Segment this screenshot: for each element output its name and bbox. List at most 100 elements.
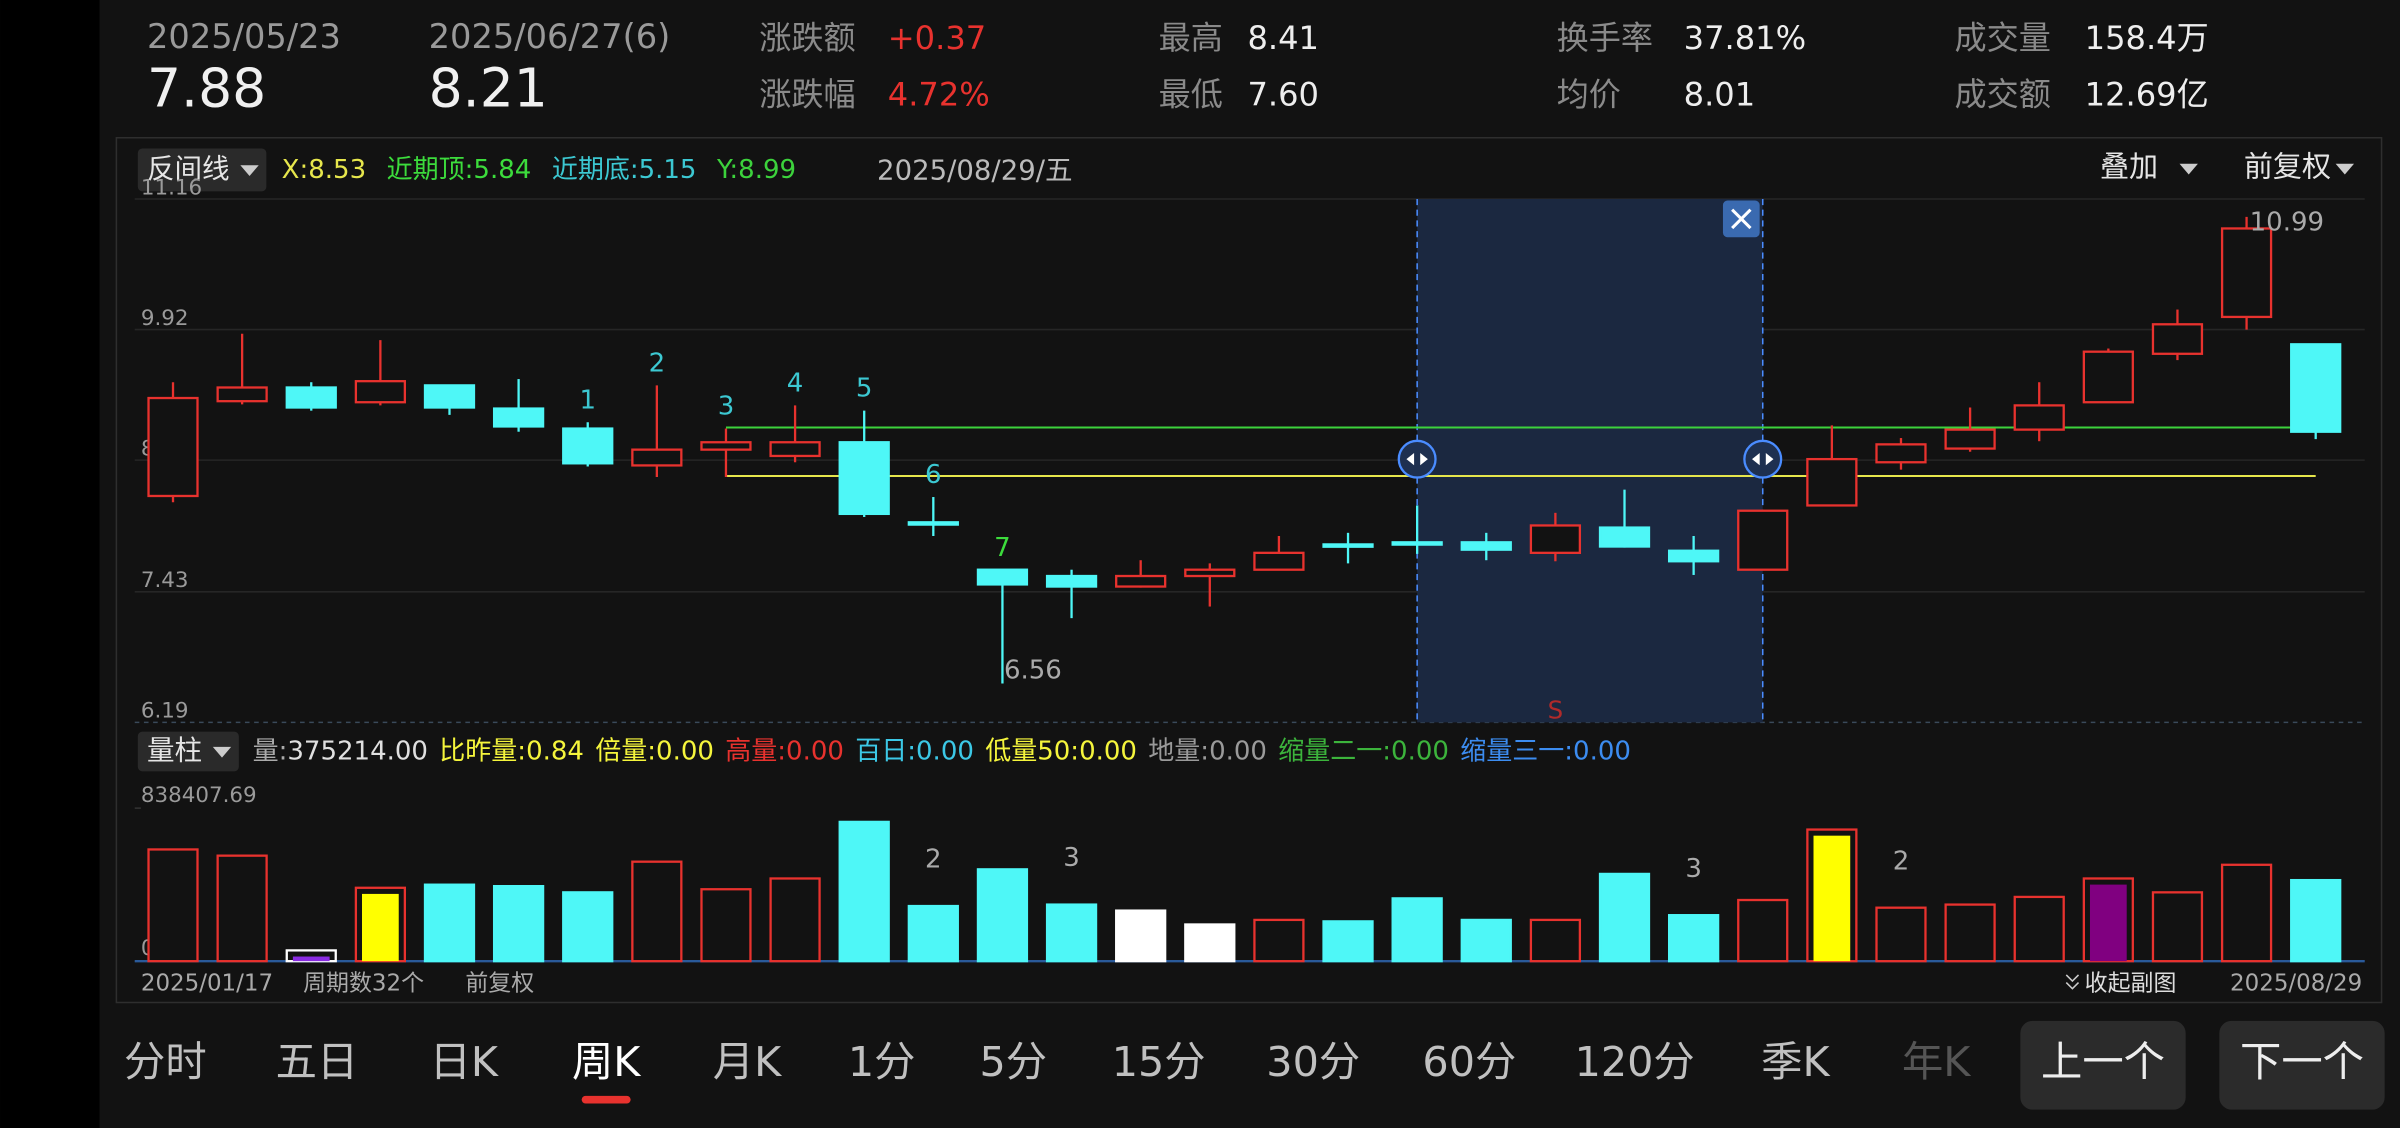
candle-body bbox=[700, 441, 752, 451]
volume-stat-label: 低量50: bbox=[985, 736, 1079, 766]
candle-body bbox=[1737, 509, 1789, 571]
volume-stat-label: 缩量二一: bbox=[1278, 736, 1391, 766]
recent-label: 近期底: bbox=[552, 154, 639, 184]
recent-value: 5.84 bbox=[473, 154, 531, 184]
volume-stat-value: 0.00 bbox=[916, 736, 974, 766]
footer-adjust: 前复权 bbox=[465, 971, 534, 997]
stat-value: 8.41 bbox=[1247, 19, 1319, 57]
close-icon[interactable] bbox=[1731, 208, 1752, 230]
period-tab[interactable]: 五日 bbox=[276, 1038, 359, 1086]
volume-bar bbox=[1391, 897, 1443, 963]
volume-bar-fill bbox=[1813, 835, 1851, 962]
selection-region[interactable] bbox=[1417, 198, 1763, 723]
dropdown-arrow[interactable] bbox=[212, 746, 232, 758]
footer-end: 2025/08/29 bbox=[2230, 971, 2362, 997]
nav-button[interactable]: 上一个 bbox=[2041, 1038, 2165, 1086]
period-tab[interactable]: 分时 bbox=[124, 1038, 207, 1086]
volume-values: 量:375214.00 比昨量:0.84 倍量:0.00 高量:0.00 百日:… bbox=[253, 736, 1631, 766]
stat-value: 4.72% bbox=[888, 75, 990, 113]
period-tab[interactable]: 15分 bbox=[1112, 1038, 1206, 1086]
spacer bbox=[544, 154, 552, 184]
candle-annotation: 6 bbox=[925, 460, 942, 490]
period-tab[interactable]: 月K bbox=[713, 1038, 782, 1086]
period-tab[interactable]: 30分 bbox=[1266, 1038, 1360, 1086]
y-tick-label: 6.19 bbox=[141, 699, 189, 724]
spacer bbox=[709, 154, 717, 184]
handle-arrows[interactable] bbox=[1406, 453, 1428, 466]
candle-annotation: 2 bbox=[649, 348, 666, 378]
volume-stat-value: 0.00 bbox=[1573, 736, 1631, 766]
collapse-button[interactable]: 收起副图 bbox=[2085, 971, 2177, 997]
selection-handle[interactable] bbox=[1397, 439, 1437, 479]
y-tick-label: 9.92 bbox=[141, 306, 189, 331]
selection-handle[interactable] bbox=[1743, 439, 1783, 479]
period-tab[interactable]: 季K bbox=[1761, 1038, 1830, 1086]
volume-tick-label: 838407.69 bbox=[141, 783, 257, 808]
candle-body bbox=[2290, 343, 2342, 433]
volume-bar bbox=[2290, 878, 2342, 963]
indicator-name: 反间线 bbox=[147, 153, 230, 185]
candle-body bbox=[1875, 443, 1927, 464]
collapse-icon[interactable] bbox=[2065, 974, 2080, 990]
period-tab[interactable]: 周K bbox=[572, 1038, 641, 1086]
volume-bar bbox=[2151, 891, 2204, 963]
period-tab[interactable]: 60分 bbox=[1422, 1038, 1516, 1086]
cursor-date: 2025/08/29/五 bbox=[877, 154, 1073, 186]
volume-stat-label: 高量: bbox=[725, 736, 786, 766]
spacer bbox=[587, 736, 595, 766]
candle-body bbox=[1529, 524, 1582, 554]
indicator-dropdown[interactable] bbox=[137, 148, 267, 192]
indicator-values: X:8.53 近期顶:5.84 近期底:5.15 Y:8.99 bbox=[282, 154, 796, 184]
nav-button-bg[interactable] bbox=[2219, 1020, 2385, 1110]
volume-stat-value: 0.00 bbox=[1391, 736, 1449, 766]
spacer bbox=[1452, 736, 1460, 766]
volume-bar bbox=[216, 854, 268, 963]
candle-body bbox=[216, 386, 268, 403]
recent-label: 近期顶: bbox=[387, 154, 474, 184]
volume-annotation: 2 bbox=[925, 845, 942, 875]
volume-bar bbox=[1322, 920, 1374, 963]
candle-body bbox=[1184, 568, 1236, 578]
stat-value: +0.37 bbox=[888, 19, 986, 57]
volume-stat-label: 地量: bbox=[1148, 736, 1209, 766]
footer-start: 2025/01/17 bbox=[141, 971, 273, 997]
candle-body bbox=[1391, 541, 1443, 546]
volume-bar bbox=[1737, 898, 1789, 963]
period-tab[interactable]: 1分 bbox=[848, 1038, 916, 1086]
adjust-button[interactable]: 前复权 bbox=[2244, 149, 2331, 183]
volume-dropdown[interactable] bbox=[137, 731, 239, 772]
period-tab[interactable]: 5分 bbox=[979, 1038, 1047, 1086]
period-tab[interactable]: 120分 bbox=[1575, 1038, 1695, 1086]
candle-body bbox=[631, 448, 683, 467]
candle-body bbox=[1806, 457, 1858, 507]
candle-body bbox=[285, 386, 337, 409]
overlay-arrow[interactable] bbox=[2179, 163, 2198, 175]
y-label: Y: bbox=[716, 154, 738, 184]
stat-value: 8.01 bbox=[1684, 75, 1756, 113]
volume-annotation: 2 bbox=[1893, 846, 1910, 876]
nav-button[interactable]: 下一个 bbox=[2240, 1038, 2364, 1086]
spacer bbox=[977, 736, 985, 766]
handle-arrows[interactable] bbox=[1752, 453, 1774, 466]
overlay-button[interactable]: 叠加 bbox=[2100, 149, 2158, 183]
candle-body bbox=[769, 441, 821, 458]
volume-stat-value: 375214.00 bbox=[287, 736, 428, 766]
nav-button-bg[interactable] bbox=[2020, 1020, 2186, 1110]
period-tab[interactable]: 日K bbox=[430, 1038, 499, 1086]
active-tab-indicator bbox=[581, 1095, 631, 1104]
candle-body bbox=[1460, 541, 1512, 551]
candle-body bbox=[2151, 323, 2204, 355]
volume-bar bbox=[907, 904, 959, 963]
adjust-arrow[interactable] bbox=[2335, 163, 2355, 175]
volume-bar bbox=[1529, 918, 1582, 963]
stat-value: 158.4万 bbox=[2085, 19, 2209, 57]
volume-stat-label: 比昨量: bbox=[439, 736, 526, 766]
min-price-label: 6.56 bbox=[1004, 656, 1062, 686]
dropdown-arrow[interactable] bbox=[240, 165, 259, 177]
volume-stat-label: 百日: bbox=[855, 736, 916, 766]
period-tab[interactable]: 年K bbox=[1902, 1038, 1971, 1086]
volume-bar-fill bbox=[362, 893, 399, 962]
spacer bbox=[717, 736, 725, 766]
